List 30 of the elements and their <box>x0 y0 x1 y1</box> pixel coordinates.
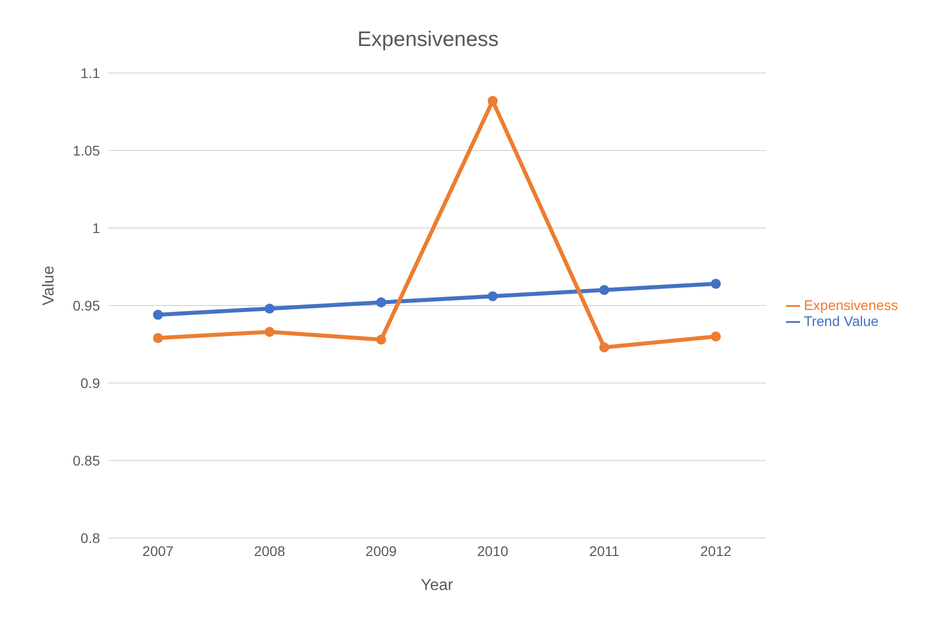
y-tick-label: 1.1 <box>80 64 100 81</box>
y-tick-label: 0.95 <box>72 297 100 314</box>
x-tick-label: 2012 <box>700 542 732 559</box>
point <box>488 96 498 106</box>
y-tick-label: 0.9 <box>80 374 100 391</box>
y-tick-label: 0.85 <box>72 452 100 468</box>
x-tick-label: 2008 <box>254 542 286 559</box>
point <box>376 334 386 345</box>
point <box>376 297 386 308</box>
point <box>153 333 163 344</box>
x-tick-label: 2010 <box>477 542 508 559</box>
x-axis-title: Year <box>420 577 454 594</box>
point <box>710 278 721 289</box>
point <box>153 310 163 320</box>
chart-title: Expensiveness <box>356 28 500 52</box>
point <box>264 304 275 314</box>
point <box>488 291 498 302</box>
legend-label: Expensiveness <box>804 296 898 313</box>
legend-label: Trend Value <box>804 313 879 329</box>
y-tick-label: 0.8 <box>80 530 100 546</box>
y-axis-title: Value <box>40 266 58 306</box>
point <box>599 342 610 352</box>
y-tick-label: 1 <box>92 220 100 236</box>
point <box>710 332 721 342</box>
point <box>264 326 275 337</box>
x-tick-label: 2011 <box>589 542 620 559</box>
point <box>599 285 610 295</box>
x-tick-label: 2007 <box>142 542 174 559</box>
y-tick-label: 1.05 <box>72 142 100 158</box>
x-tick-label: 2009 <box>366 542 397 559</box>
